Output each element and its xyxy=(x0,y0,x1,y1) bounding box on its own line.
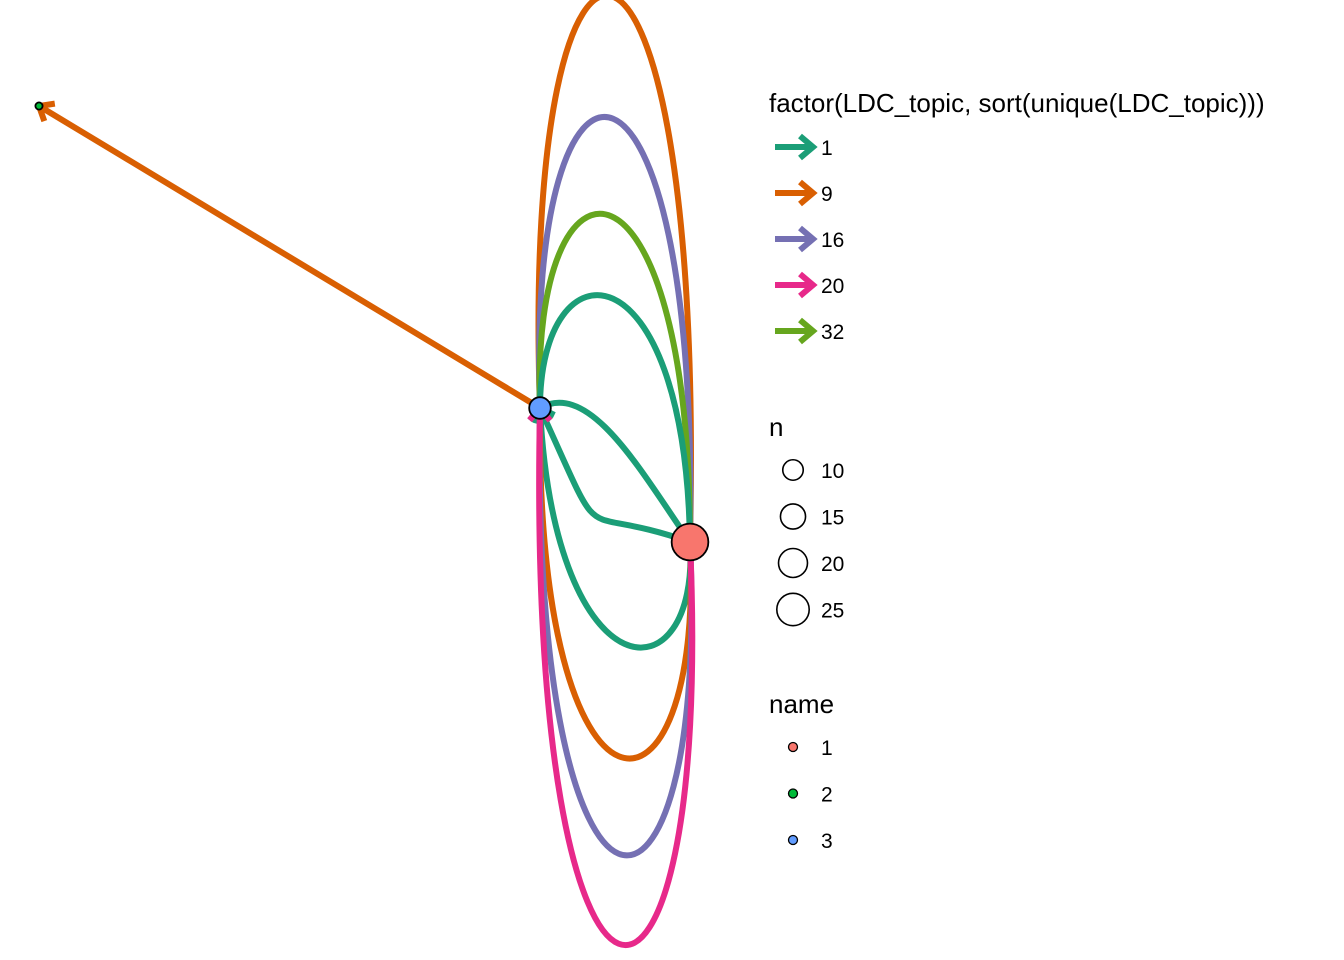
legend-size-item: 20 xyxy=(777,547,844,579)
legend-size-label: 25 xyxy=(821,600,844,623)
node-2 xyxy=(34,101,44,111)
legend-name-dot xyxy=(787,788,799,799)
legend-name-label: 3 xyxy=(821,830,833,853)
legend-name-label: 1 xyxy=(821,737,833,760)
legend-size-circle xyxy=(781,458,805,482)
legend-topic-title: factor(LDC_topic, sort(unique(LDC_topic)… xyxy=(769,88,1265,118)
legend-topic-item: 16 xyxy=(775,225,844,253)
edge-3-to-1-topic-1 xyxy=(537,292,693,543)
legend-topic-label: 9 xyxy=(821,183,833,206)
legend-size-item: 15 xyxy=(779,503,844,530)
legend-name-label: 2 xyxy=(821,784,833,807)
legend-arrowhead-icon xyxy=(798,317,818,345)
legend-size-title: n xyxy=(769,412,783,442)
legend-name-title: name xyxy=(769,689,834,719)
legend-topic-label: 20 xyxy=(821,275,844,298)
legend-topic-item: 32 xyxy=(775,317,844,345)
edge-1-to-3-topic-16 xyxy=(536,407,695,859)
legend-name-dot xyxy=(787,834,799,846)
edge-3-to-1-topic-16 xyxy=(536,114,694,543)
edge-1-to-3-topic-1 xyxy=(537,406,691,545)
legend-arrowhead-icon xyxy=(798,133,818,161)
legend-arrowhead-icon xyxy=(798,271,818,299)
legend-topic-item: 1 xyxy=(775,133,833,161)
edge-3-to-2-topic-9 xyxy=(37,103,542,411)
legend-name-item: 2 xyxy=(787,784,833,807)
legend-topic-label: 1 xyxy=(821,137,833,160)
edge-1-to-3-topic-1 xyxy=(537,407,694,651)
node-1 xyxy=(670,522,710,562)
legend-name-item: 3 xyxy=(787,830,833,853)
legend-size-item: 10 xyxy=(781,458,844,483)
legend-topic-label: 16 xyxy=(821,229,844,252)
node-3 xyxy=(528,396,552,420)
legend-topic-label: 32 xyxy=(821,321,844,344)
legend-topic-item: 9 xyxy=(775,179,833,207)
legend-size-label: 10 xyxy=(821,460,844,483)
legend-name: name 1 2 3 xyxy=(769,689,834,853)
legend-size-circle xyxy=(779,503,807,530)
legend-arrowhead-icon xyxy=(798,225,818,253)
edge-1-to-3-topic-9 xyxy=(536,407,694,762)
legend-size-item: 25 xyxy=(775,592,844,627)
legend-size-label: 15 xyxy=(821,507,844,530)
edge-3-to-1-topic-1 xyxy=(538,399,693,544)
legend-size-circle xyxy=(777,547,809,579)
nodes-layer xyxy=(34,101,710,562)
legend-size-label: 20 xyxy=(821,553,844,576)
legend-size: n 10 15 20 25 xyxy=(769,412,844,627)
edge-1-to-3-topic-20 xyxy=(536,407,696,949)
legend-topic: factor(LDC_topic, sort(unique(LDC_topic)… xyxy=(769,88,1265,345)
edge-3-to-1-topic-9 xyxy=(535,0,694,543)
edges-layer xyxy=(34,0,703,949)
legend-arrowhead-icon xyxy=(798,179,818,207)
legend-topic-item: 20 xyxy=(775,271,844,299)
edge-3-to-1-topic-32 xyxy=(536,211,693,543)
legend-name-dot xyxy=(787,741,799,753)
legend-size-circle xyxy=(775,592,810,627)
legend-name-item: 1 xyxy=(787,737,833,760)
